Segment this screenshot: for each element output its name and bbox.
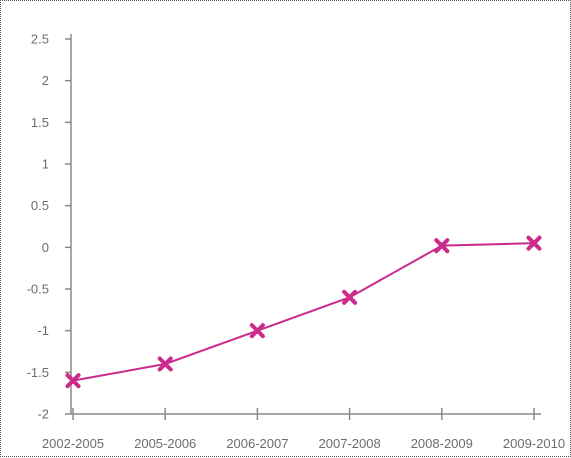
y-tick-label: -2 xyxy=(37,407,49,422)
y-tick-label: 2 xyxy=(42,73,49,88)
x-tick-label: 2008-2009 xyxy=(411,436,473,451)
y-tick-label: 0.5 xyxy=(31,198,49,213)
data-point-marker xyxy=(342,289,358,305)
data-point-marker xyxy=(157,356,173,372)
x-tick-label: 2002-2005 xyxy=(42,436,104,451)
y-tick-label: -1.5 xyxy=(27,365,49,380)
y-tick-label: -1 xyxy=(37,323,49,338)
y-tick-label: -0.5 xyxy=(27,282,49,297)
x-tick-label: 2005-2006 xyxy=(134,436,196,451)
data-point-marker xyxy=(65,373,81,389)
x-tick-label: 2006-2007 xyxy=(226,436,288,451)
y-tick-label: 1 xyxy=(42,157,49,172)
x-tick-label: 2007-2008 xyxy=(319,436,381,451)
y-tick-label: 0 xyxy=(42,240,49,255)
data-point-marker xyxy=(434,238,450,254)
x-tick-label: 2009-2010 xyxy=(503,436,565,451)
y-tick-label: 1.5 xyxy=(31,115,49,130)
data-point-marker xyxy=(526,235,542,251)
series-line xyxy=(72,242,535,382)
y-tick-label: 2.5 xyxy=(31,32,49,47)
data-point-marker xyxy=(249,323,265,339)
